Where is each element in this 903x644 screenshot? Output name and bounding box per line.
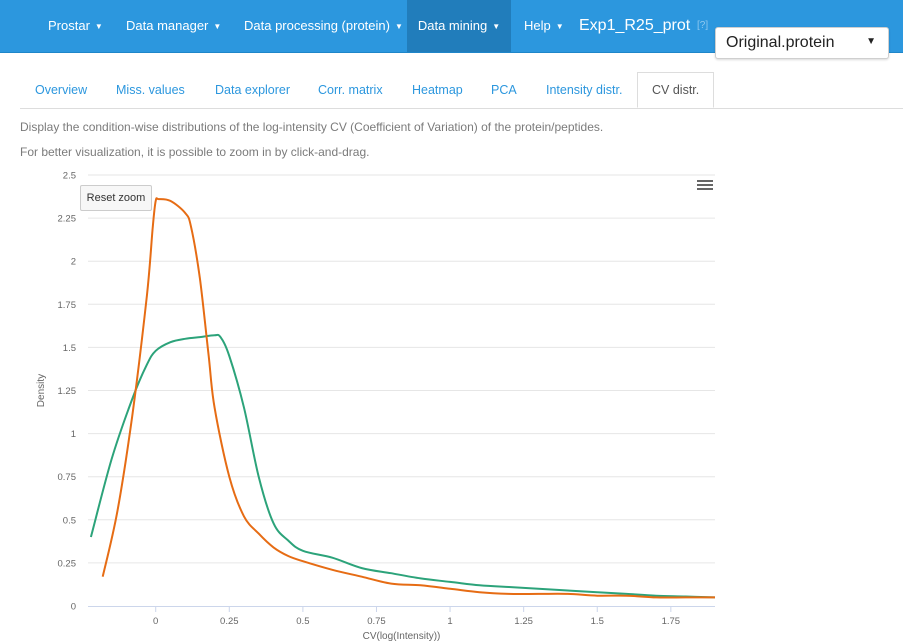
reset-zoom-button[interactable]: Reset zoom bbox=[80, 185, 152, 211]
caret-down-icon: ▼ bbox=[555, 22, 564, 31]
y-tick-label: 0 bbox=[71, 602, 76, 613]
x-axis-title: CV(log(Intensity)) bbox=[363, 631, 441, 642]
cv-density-chart[interactable]: 0 0.25 0.5 0.75 1 1.25 1.5 1.75 2 2.25 2.5 0 0.25 0.5… bbox=[0, 165, 903, 644]
y-tick-label: 0.75 bbox=[58, 472, 77, 483]
y-tick-label: 2 bbox=[71, 257, 76, 268]
x-tick-label: 0.5 bbox=[296, 616, 309, 627]
nav-menu-data-manager[interactable]: Data manager ▼ bbox=[126, 0, 221, 52]
tab-intensity-distr[interactable]: Intensity distr. bbox=[546, 83, 623, 97]
dataset-version-select[interactable]: Original.protein ▼ bbox=[715, 27, 889, 59]
tab-pca[interactable]: PCA bbox=[491, 83, 517, 97]
tab-miss-values[interactable]: Miss. values bbox=[116, 83, 185, 97]
description-line-1: Display the condition-wise distributions… bbox=[20, 120, 604, 134]
dataset-title: Exp1_R25_prot bbox=[579, 17, 691, 34]
nav-label: Help bbox=[524, 18, 551, 33]
x-tick-label: 1.5 bbox=[591, 616, 604, 627]
help-icon[interactable]: [?] bbox=[697, 20, 709, 31]
y-tick-label: 1.75 bbox=[58, 300, 77, 311]
tab-data-explorer[interactable]: Data explorer bbox=[215, 83, 291, 97]
caret-down-icon: ▼ bbox=[394, 22, 403, 31]
y-axis-title: Density bbox=[36, 374, 47, 407]
y-tick-label: 1.25 bbox=[58, 386, 77, 397]
nav-label: Data mining bbox=[417, 18, 488, 33]
x-tick-label: 0.25 bbox=[220, 616, 239, 627]
tab-overview[interactable]: Overview bbox=[35, 83, 88, 97]
series-line-1 bbox=[89, 333, 716, 599]
nav-menu-help[interactable]: Help ▼ bbox=[524, 0, 564, 52]
select-value: Original.protein bbox=[726, 34, 835, 51]
y-tick-label: 1 bbox=[71, 429, 76, 440]
tab-cv-distr[interactable]: CV distr. bbox=[637, 72, 715, 108]
nav-label: Data processing (protein) bbox=[244, 18, 390, 33]
chevron-down-icon: ▼ bbox=[866, 36, 876, 47]
nav-menu-data-mining[interactable]: Data mining ▼ bbox=[407, 0, 511, 52]
series-line-2 bbox=[101, 197, 715, 599]
y-tick-label: 2.5 bbox=[63, 171, 76, 182]
nav-label: Data manager bbox=[126, 18, 209, 33]
description-line-2: For better visualization, it is possible… bbox=[20, 145, 370, 159]
top-navbar: Prostar ▼ Data manager ▼ Data processing (… bbox=[0, 0, 903, 53]
nav-label: Prostar bbox=[48, 18, 90, 33]
nav-menu-prostar[interactable]: Prostar ▼ bbox=[48, 0, 103, 52]
x-tick-label: 1.25 bbox=[514, 616, 533, 627]
x-tick-label: 1.75 bbox=[662, 616, 681, 627]
tab-bar: Overview Miss. values Data explorer Corr… bbox=[20, 72, 903, 109]
caret-down-icon: ▼ bbox=[94, 22, 103, 31]
hamburger-icon[interactable] bbox=[695, 178, 715, 194]
nav-menu-data-processing[interactable]: Data processing (protein) ▼ bbox=[244, 0, 403, 52]
y-tick-label: 0.25 bbox=[58, 558, 77, 569]
y-tick-label: 0.5 bbox=[63, 515, 76, 526]
x-tick-label: 0.75 bbox=[367, 616, 386, 627]
y-tick-label: 1.5 bbox=[63, 343, 76, 354]
y-tick-label: 2.25 bbox=[58, 214, 77, 225]
x-tick-label: 0 bbox=[153, 616, 158, 627]
x-tick-label: 1 bbox=[447, 616, 452, 627]
tab-corr-matrix[interactable]: Corr. matrix bbox=[318, 83, 383, 97]
tab-heatmap[interactable]: Heatmap bbox=[412, 83, 463, 97]
caret-down-icon: ▼ bbox=[213, 22, 222, 31]
caret-down-icon: ▼ bbox=[492, 22, 501, 31]
